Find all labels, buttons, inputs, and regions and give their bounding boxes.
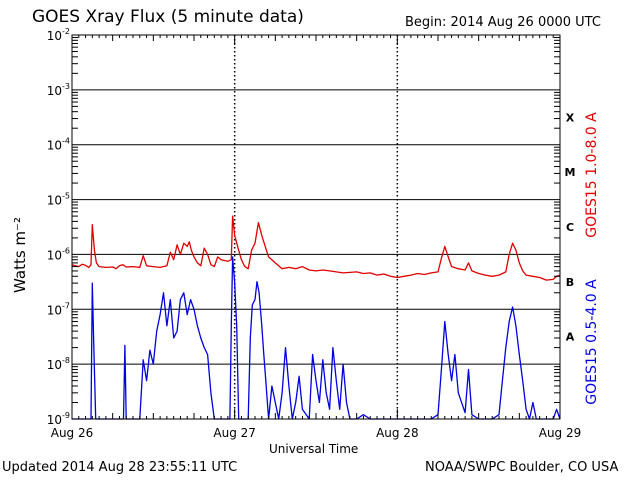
y-tick-label: 10-6 — [47, 246, 70, 262]
flare-class-label: M — [565, 166, 576, 179]
plot-frame — [71, 34, 561, 420]
flare-class-label: X — [566, 111, 575, 124]
updated-timestamp: Updated 2014 Aug 28 23:55:11 UTC — [2, 460, 238, 475]
y-tick-label: 10-8 — [47, 356, 70, 372]
x-axis-label: Universal Time — [269, 442, 359, 456]
x-tick-label: Aug 26 — [51, 426, 94, 440]
credit-text: NOAA/SWPC Boulder, CO USA — [425, 460, 619, 475]
flare-class-label: B — [566, 276, 574, 289]
y-tick-label: 10-9 — [47, 411, 70, 427]
flare-class-label: C — [566, 221, 574, 234]
y-tick-label: 10-3 — [47, 82, 70, 98]
series-long-channel-line — [71, 215, 561, 281]
series-short-channel-line — [72, 256, 561, 420]
x-tick-label: Aug 29 — [539, 426, 582, 440]
chart-series — [71, 215, 561, 420]
flare-class-label: A — [566, 331, 575, 344]
begin-time: Begin: 2014 Aug 26 0000 UTC — [405, 15, 601, 30]
chart-title: GOES Xray Flux (5 minute data) — [32, 7, 304, 27]
y-tick-label: 10-7 — [47, 301, 70, 317]
chart-frame — [71, 34, 561, 420]
x-tick-label: Aug 28 — [376, 426, 419, 440]
y-tick-label: 10-5 — [47, 192, 70, 208]
y-tick-label: 10-2 — [47, 27, 70, 43]
chart-grid — [72, 35, 560, 419]
chart-labels: 10-9 10-8 10-7 10-6 10-5 10-4 10-3 10-2 Aug 26 Au… — [47, 27, 582, 440]
x-tick-label: Aug 27 — [213, 426, 256, 440]
y-tick-label: 10-4 — [47, 137, 70, 153]
